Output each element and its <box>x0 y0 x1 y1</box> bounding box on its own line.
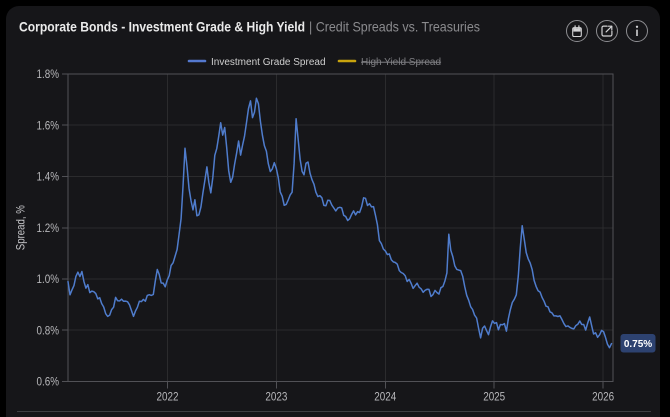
svg-text:1.4%: 1.4% <box>37 170 60 184</box>
svg-text:1.2%: 1.2% <box>37 221 60 235</box>
svg-text:| Credit Spreads vs. Treasurie: | Credit Spreads vs. Treasuries <box>309 19 480 35</box>
svg-text:1.8%: 1.8% <box>37 67 60 81</box>
svg-text:1.0%: 1.0% <box>37 272 60 286</box>
svg-text:2022: 2022 <box>157 390 179 404</box>
svg-text:0.8%: 0.8% <box>37 323 60 337</box>
svg-text:0.75%: 0.75% <box>624 339 652 350</box>
svg-text:2025: 2025 <box>483 390 505 404</box>
svg-text:2026: 2026 <box>592 390 614 404</box>
svg-text:High Yield Spread: High Yield Spread <box>361 57 441 68</box>
svg-text:0.6%: 0.6% <box>37 375 60 389</box>
svg-text:Investment Grade Spread: Investment Grade Spread <box>211 57 326 68</box>
svg-text:Corporate Bonds - Investment G: Corporate Bonds - Investment Grade & Hig… <box>19 19 305 35</box>
svg-text:Spread, %: Spread, % <box>14 205 28 250</box>
svg-text:2024: 2024 <box>374 390 396 404</box>
svg-text:1.6%: 1.6% <box>37 118 60 132</box>
svg-text:2023: 2023 <box>265 390 287 404</box>
